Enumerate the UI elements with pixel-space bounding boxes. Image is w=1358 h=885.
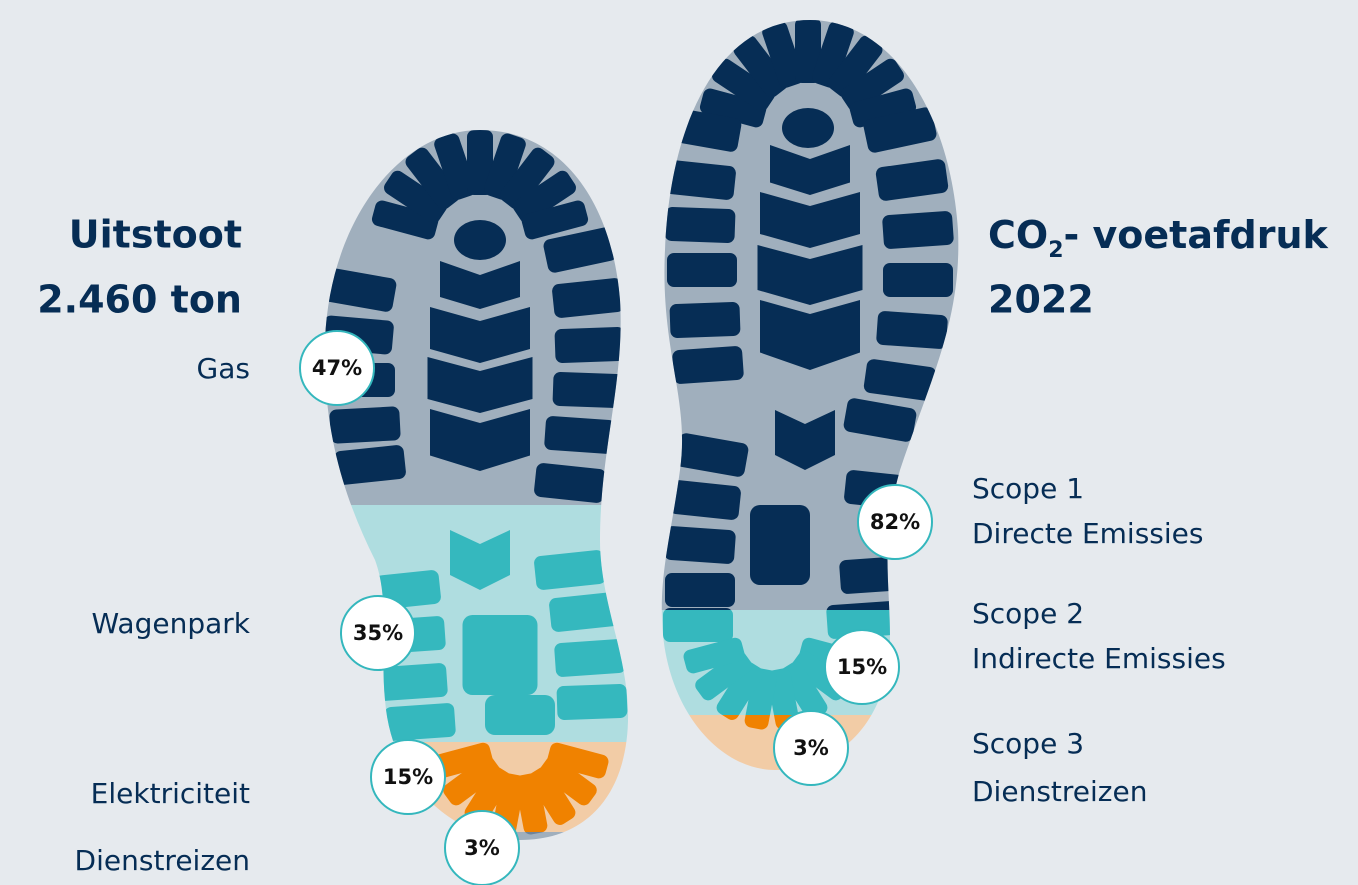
footprint-left [300, 100, 650, 852]
label: Gas [197, 352, 250, 385]
page: Uitstoot 2.460 ton CO2- voetafdruk 2022 … [0, 0, 1358, 885]
heading: CO2- voetafdruk [988, 213, 1329, 264]
label: Dienstreizen [75, 844, 250, 877]
label: Scope 3 [972, 727, 1084, 760]
share: 82% [870, 510, 920, 534]
label: Elektriciteit [91, 777, 250, 810]
heading: Uitstoot [69, 213, 242, 257]
label: Scope 2 [972, 597, 1084, 630]
label: Dienstreizen [972, 775, 1147, 808]
share: 47% [312, 356, 362, 380]
share: 3% [793, 736, 829, 760]
heading: 2022 [988, 278, 1094, 322]
share: 15% [837, 655, 887, 679]
label: Wagenpark [92, 607, 251, 640]
footprint-right [640, 0, 980, 775]
heading: 2.460 ton [37, 278, 242, 322]
share: 35% [353, 621, 403, 645]
infographic: Uitstoot 2.460 ton CO2- voetafdruk 2022 … [0, 0, 1358, 885]
share: 15% [383, 765, 433, 789]
label: Directe Emissies [972, 517, 1203, 550]
label: Indirecte Emissies [972, 642, 1226, 675]
share: 3% [464, 836, 500, 860]
label: Scope 1 [972, 472, 1084, 505]
